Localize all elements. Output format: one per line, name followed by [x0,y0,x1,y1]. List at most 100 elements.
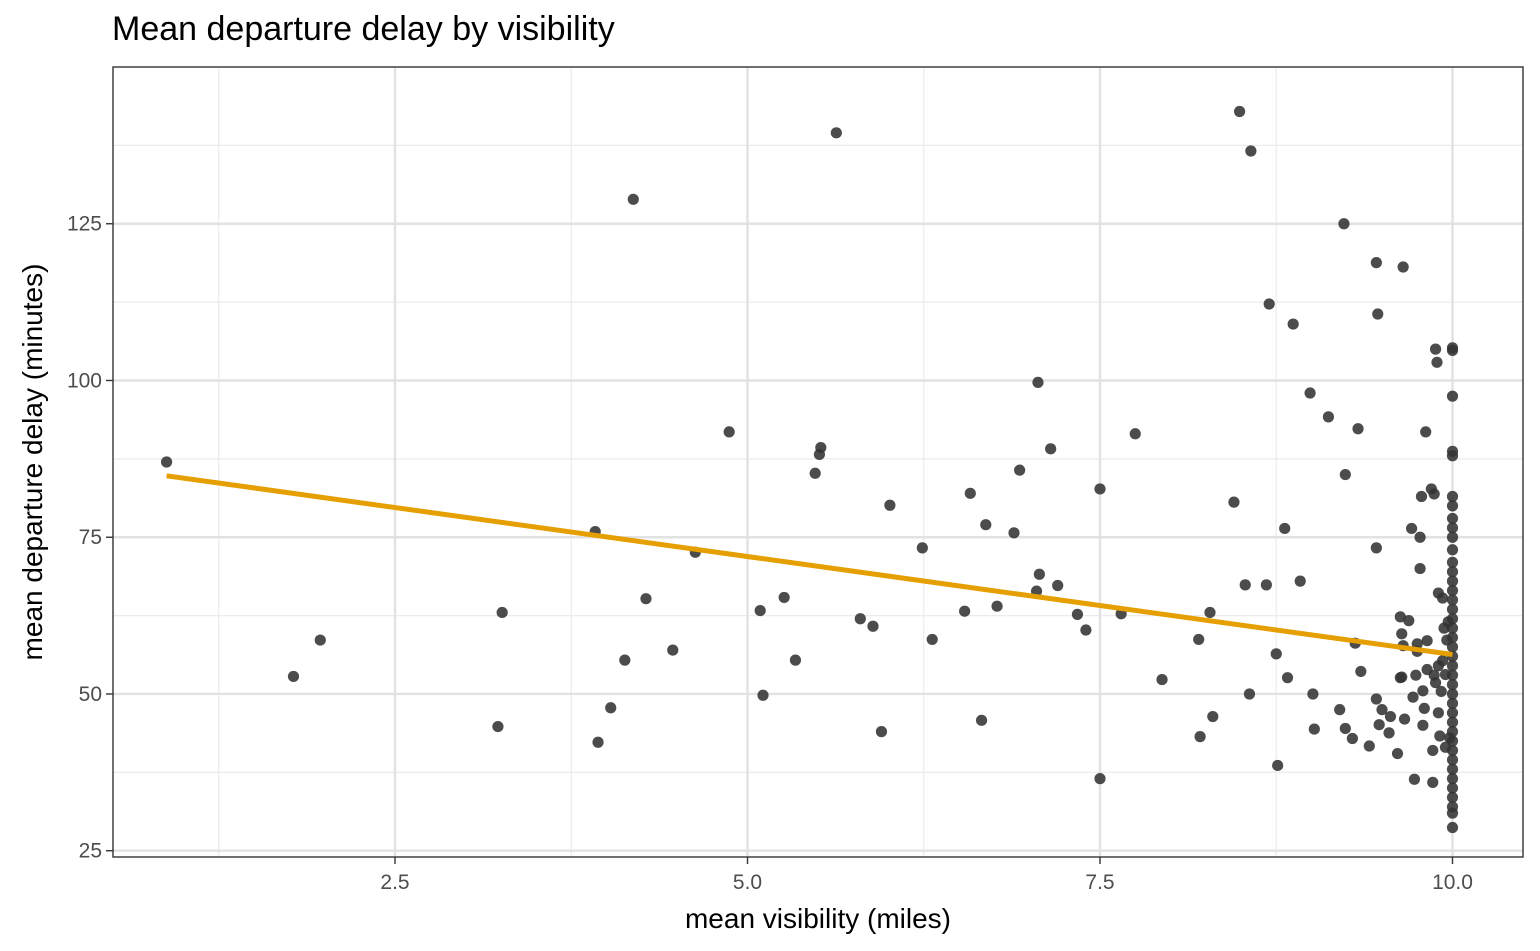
data-point [1233,105,1246,118]
data-point [1338,218,1350,230]
data-point [1339,468,1351,481]
data-point [1408,773,1421,785]
data-point [1446,726,1459,738]
data-point [1307,688,1319,700]
data-point [1446,754,1459,766]
data-point [1355,665,1367,678]
data-point [1272,759,1284,772]
data-point [1071,608,1084,620]
data-point [959,605,971,617]
data-point [926,633,938,646]
data-point [815,441,827,454]
data-point [1014,464,1026,476]
data-point [1193,633,1205,646]
data-point [1373,719,1385,731]
data-point [1094,483,1106,495]
data-point [1431,356,1443,368]
data-point [757,689,769,701]
chart-title: Mean departure delay by visibility [112,10,615,48]
data-point [723,426,735,438]
data-point [1446,500,1459,512]
x-axis-title: mean visibility (miles) [685,903,951,934]
data-point [1376,704,1388,716]
data-point [1287,318,1299,330]
data-point [1446,556,1459,568]
data-point [1446,821,1459,834]
trend-line [166,473,1453,657]
y-tick-label: 125 [67,213,102,236]
data-point [1204,606,1216,619]
data-point [314,634,326,646]
data-point [1414,562,1426,575]
data-point [1080,624,1092,636]
data-point [1391,747,1404,760]
data-point [496,606,508,619]
data-point [1156,673,1168,686]
data-point [1396,628,1408,640]
data-point [1194,731,1206,743]
data-point [1446,631,1459,644]
data-point [1429,343,1442,355]
data-point [1384,710,1397,723]
data-point [492,720,504,733]
y-axis-title: mean departure delay (minutes) [17,264,48,661]
data-point [1446,791,1459,804]
data-point [1434,730,1446,742]
data-point [778,591,790,604]
data-point [1427,776,1439,788]
data-point [627,193,639,205]
data-point [1428,488,1440,500]
data-point [1294,575,1306,587]
data-point [1446,660,1459,672]
data-point [1281,672,1294,684]
data-point [592,736,604,748]
data-point [1279,522,1291,535]
data-point [667,644,679,656]
data-point [1407,691,1419,703]
data-point [1446,641,1459,653]
data-point [1045,443,1057,455]
data-point [1446,697,1459,709]
data-point [1410,669,1422,681]
data-point [1243,688,1256,700]
data-point [1322,411,1335,423]
data-point [830,127,842,139]
minor-gridlines [113,67,1523,857]
data-point [1270,648,1282,660]
data-point [1446,763,1459,775]
data-point [1415,490,1428,503]
data-point [1414,531,1426,543]
x-tick-label: 10.0 [1432,871,1473,894]
data-point [1446,490,1459,503]
y-tick-label: 100 [67,369,102,392]
data-point [1207,710,1219,723]
data-point [1032,376,1044,388]
y-axis-ticks: 25 50 75 100 125 [67,213,113,863]
x-tick-label: 7.5 [1085,871,1114,894]
data-point [1406,522,1418,535]
data-point [754,604,766,617]
data-point [1417,719,1429,731]
panel-background [113,67,1523,857]
data-point [1446,613,1459,625]
data-point [809,467,821,479]
data-point [1370,693,1382,705]
data-point [160,456,173,468]
data-point [1429,677,1442,689]
data-point [1418,702,1430,715]
data-point [867,620,879,632]
data-point [1446,512,1459,525]
data-point [1446,744,1459,757]
y-tick-label: 25 [79,840,102,863]
data-point [1260,579,1272,591]
data-point [1437,592,1449,604]
x-axis-ticks: 2.5 5.0 7.5 10.0 [380,857,1473,894]
data-point [1446,622,1459,634]
data-point [1446,584,1459,597]
data-point [1446,735,1459,747]
data-point [1372,308,1384,320]
data-point [1446,566,1459,578]
data-point [1446,531,1459,543]
x-tick-label: 5.0 [733,871,762,894]
y-tick-label: 75 [79,526,102,549]
